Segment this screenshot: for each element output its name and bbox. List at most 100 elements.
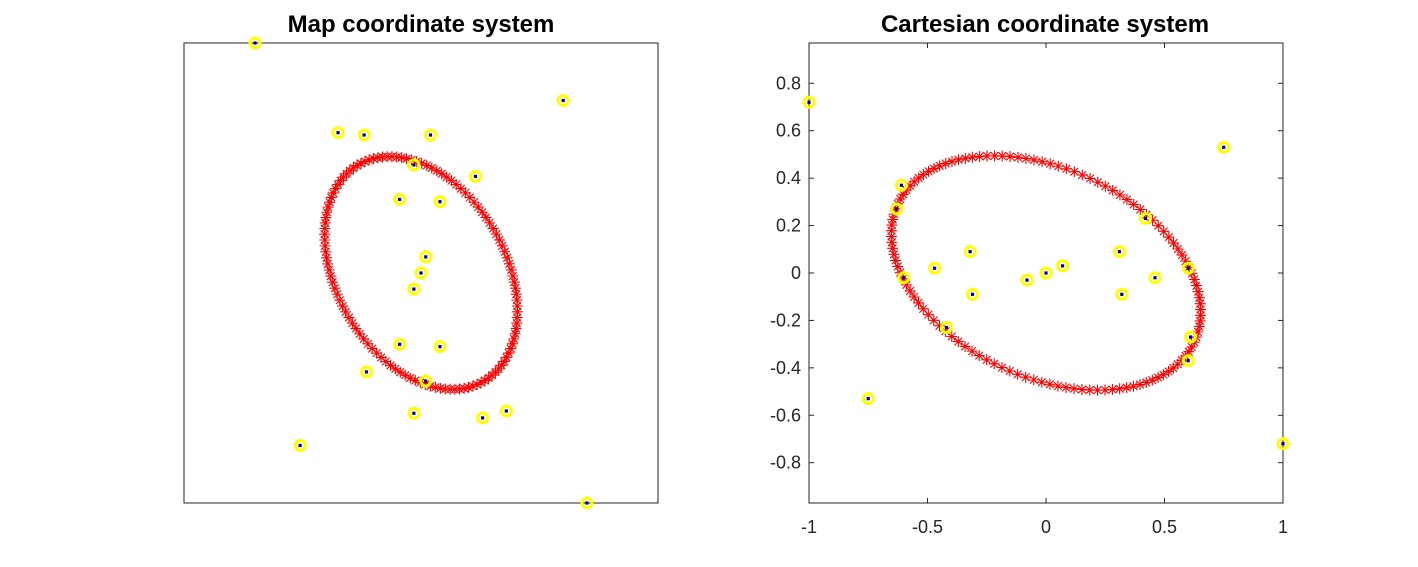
ellipse-marker — [324, 196, 336, 208]
ellipse-marker — [487, 222, 499, 234]
data-point-ring — [966, 287, 980, 301]
ellipse-marker — [922, 309, 934, 321]
ellipse-marker — [496, 240, 508, 252]
ellipse-marker — [380, 355, 392, 367]
ellipse-marker — [888, 248, 900, 260]
ellipse-marker — [321, 206, 333, 218]
ellipse-marker — [1036, 376, 1048, 388]
ellipse-marker — [459, 187, 471, 199]
ellipse-marker — [355, 157, 367, 169]
data-point — [336, 131, 340, 135]
ellipse-marker — [399, 369, 411, 381]
ellipse-marker — [886, 236, 898, 248]
ellipse-marker — [458, 382, 470, 394]
ellipse-marker — [908, 291, 920, 303]
data-point — [398, 342, 402, 346]
data-point — [424, 379, 428, 383]
ellipse-marker — [1172, 243, 1184, 255]
ellipse-marker — [1121, 194, 1133, 206]
ellipse-marker — [1028, 154, 1040, 166]
ellipse-marker — [426, 162, 438, 174]
y-tick-label: 0 — [791, 263, 801, 283]
ellipse-marker — [351, 160, 363, 172]
data-point-ring — [1139, 211, 1153, 225]
ellipse-marker — [1068, 383, 1080, 395]
ellipse-marker — [468, 196, 480, 208]
ellipse-marker — [389, 363, 401, 375]
ellipse-marker — [885, 225, 897, 237]
ellipse-marker — [890, 254, 902, 266]
ellipse-marker — [358, 333, 370, 345]
data-point — [1186, 266, 1190, 270]
ellipse-marker — [394, 366, 406, 378]
ellipse-marker — [1060, 382, 1072, 394]
ellipse-marker — [981, 354, 993, 366]
data-point-ring — [419, 250, 433, 264]
data-point — [412, 287, 416, 291]
data-point-ring — [293, 439, 307, 452]
ellipse-marker — [490, 228, 502, 240]
ellipse-marker — [1147, 214, 1159, 226]
data-point-ring — [393, 192, 407, 206]
ellipse-marker — [327, 276, 339, 288]
data-point-ring — [1020, 273, 1034, 287]
data-point-ring — [890, 202, 904, 216]
data-point — [1044, 271, 1048, 275]
ellipse-marker — [1180, 255, 1192, 267]
data-point — [866, 397, 870, 401]
y-tick-label: 0.8 — [776, 73, 801, 93]
data-point — [1120, 292, 1124, 296]
ellipse-marker — [421, 159, 433, 171]
data-point — [1222, 145, 1226, 149]
data-point — [398, 197, 402, 201]
ellipse-marker — [1052, 160, 1064, 172]
data-point — [899, 183, 904, 187]
ellipse-marker — [511, 317, 523, 329]
data-point-ring — [580, 496, 594, 510]
data-point-ring — [897, 271, 911, 285]
ellipse-marker — [1020, 152, 1032, 164]
ellipse-marker — [322, 201, 334, 213]
ellipse-marker — [1012, 151, 1024, 163]
data-point-ring — [423, 128, 437, 142]
data-point — [438, 200, 442, 204]
data-point-ring — [1112, 245, 1126, 259]
ellipse-marker — [325, 191, 337, 203]
ellipse-marker — [1107, 184, 1119, 196]
tick-layer: -1 -0.5 0 0.5 1 0.8 0.6 0.4 0.2 0 -0.2 -0.4 -0.6 -0.8 — [770, 43, 1288, 537]
data-point — [298, 443, 302, 448]
ellipse-marker — [959, 152, 971, 164]
data-point — [504, 409, 508, 413]
ellipse-marker — [981, 150, 993, 162]
data-point-ring — [1184, 330, 1198, 344]
series-layer — [802, 95, 1290, 451]
x-tick-label: -0.5 — [912, 517, 943, 537]
data-point-ring — [433, 340, 447, 354]
data-point — [1143, 216, 1148, 221]
data-point-ring — [1217, 140, 1231, 154]
ellipse-marker — [431, 165, 443, 177]
ellipse-marker — [1128, 198, 1140, 210]
ellipse-marker — [322, 258, 334, 270]
ellipse-marker — [1060, 163, 1072, 175]
data-point-ring — [433, 195, 447, 209]
ellipse-marker — [887, 242, 899, 254]
data-point-ring — [939, 321, 953, 335]
data-point-ring — [407, 158, 421, 172]
data-point-ring — [414, 266, 428, 280]
data-point — [1153, 276, 1157, 280]
ellipse-marker — [363, 154, 375, 166]
ellipse-marker — [1194, 298, 1206, 310]
ellipse-marker — [511, 306, 523, 318]
ellipse-marker — [359, 155, 371, 167]
ellipse-marker — [1092, 176, 1104, 188]
ellipse-marker — [445, 175, 457, 187]
ellipse-marker — [350, 323, 362, 335]
ellipse-marker — [463, 381, 475, 393]
ellipse-marker — [1134, 204, 1146, 216]
data-point — [419, 271, 423, 275]
y-tick-label: -0.4 — [770, 358, 801, 378]
ellipse-marker — [1192, 286, 1204, 298]
data-point-ring — [928, 261, 942, 275]
ellipse-marker — [327, 187, 339, 199]
